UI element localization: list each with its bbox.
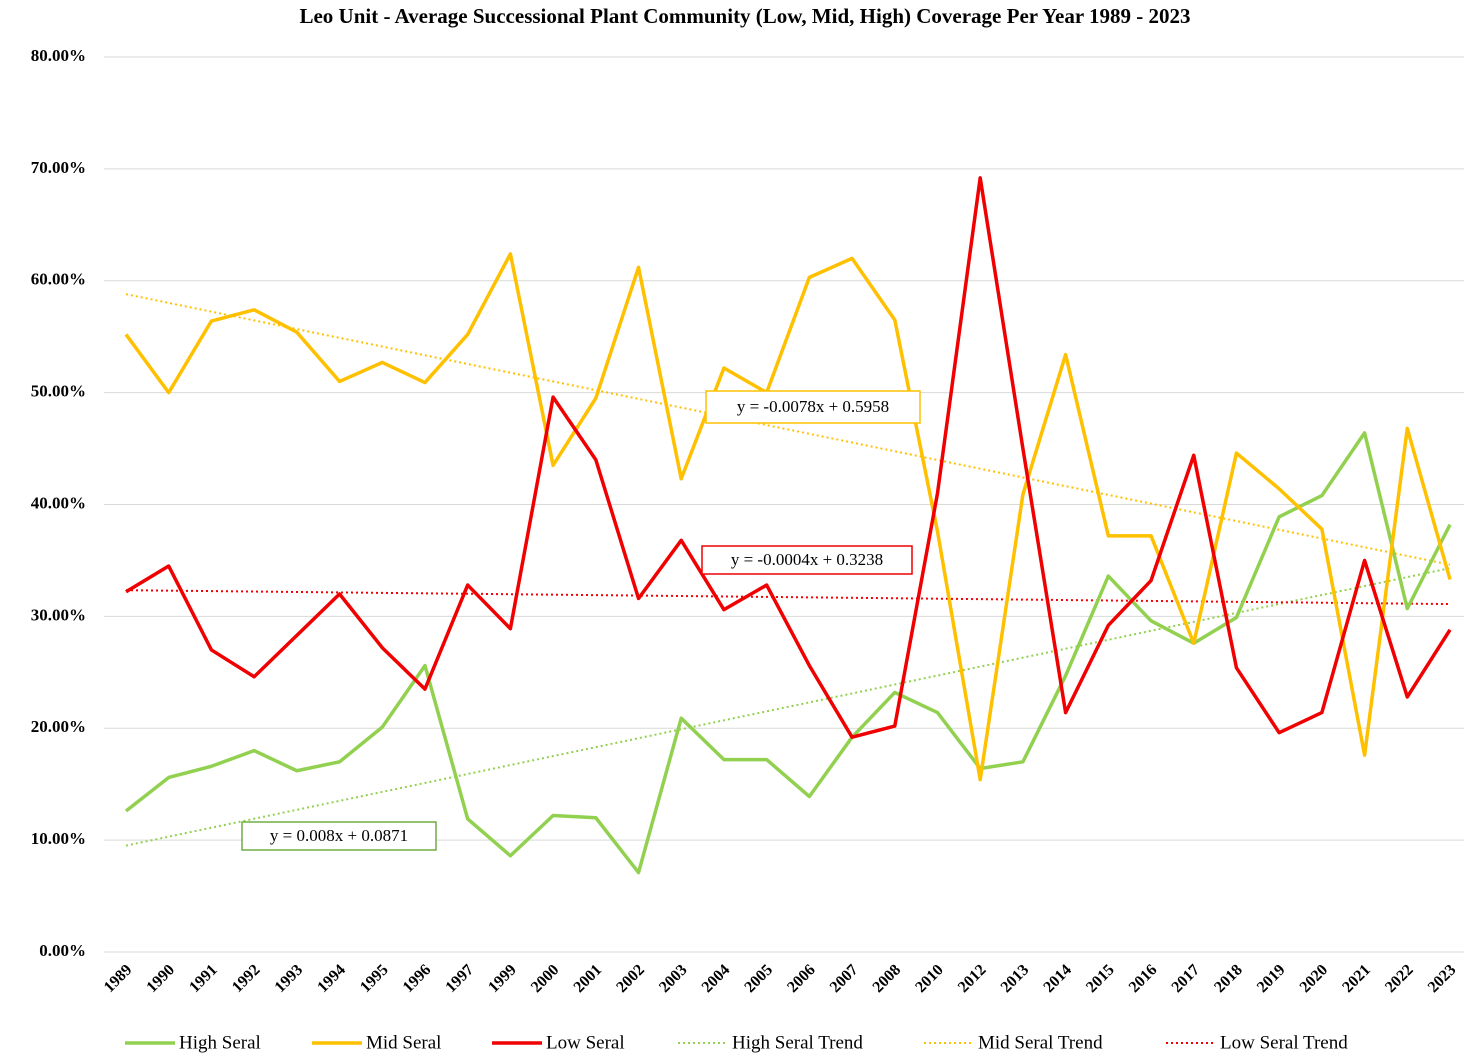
x-tick-label: 2012 [955,961,990,996]
annotation: y = -0.0004x + 0.3238 [731,550,883,569]
x-tick-label: 2001 [571,961,606,996]
y-tick-label: 50.00% [31,382,86,401]
y-tick-label: 30.00% [31,605,86,624]
x-tick-label: 2022 [1382,961,1417,996]
series-line [125,567,1451,847]
x-tick-label: 2021 [1339,961,1374,996]
x-tick-label: 2008 [870,961,905,996]
x-tick-label: 1993 [272,961,307,996]
annotation-box [705,390,921,424]
series-line [125,293,1451,566]
x-tick-label: 2019 [1254,961,1289,996]
x-tick-label: 1995 [357,961,392,996]
x-tick-label: 2016 [1126,961,1161,996]
legend-label: Mid Seral Trend [978,1032,1103,1053]
chart-title: Leo Unit - Average Successional Plant Co… [299,4,1190,28]
y-tick-label: 60.00% [31,270,86,289]
legend-label: Mid Seral [366,1032,441,1053]
legend-label: Low Seral Trend [1220,1032,1348,1053]
x-tick-label: 2005 [741,961,776,996]
annotation-box [241,821,437,851]
series-line [124,431,1452,875]
legend-label: High Seral [179,1032,261,1053]
x-tick-label: 2007 [827,961,862,996]
x-tick-label: 2006 [784,961,819,996]
y-tick-label: 0.00% [39,941,86,960]
x-tick-label: 1997 [442,961,477,996]
x-tick-label: 2020 [1297,961,1332,996]
y-tick-label: 40.00% [31,493,86,512]
x-tick-label: 2002 [613,961,648,996]
x-tick-label: 2023 [1425,961,1460,996]
x-tick-label: 2013 [998,961,1033,996]
y-tick-label: 20.00% [31,717,86,736]
x-tick-label: 2014 [1040,961,1075,996]
annotation: y = -0.0078x + 0.5958 [737,397,889,416]
x-tick-label: 2003 [656,961,691,996]
x-tick-label: 1991 [186,961,221,996]
x-tick-label: 2015 [1083,961,1118,996]
x-tick-label: 1990 [143,961,178,996]
annotation: y = 0.008x + 0.0871 [270,826,408,845]
y-tick-label: 80.00% [31,46,86,65]
x-tick-label: 1996 [400,961,435,996]
x-tick-label: 2018 [1211,961,1246,996]
x-tick-label: 2017 [1169,961,1204,996]
x-tick-label: 1992 [229,961,264,996]
x-tick-label: 2010 [912,961,947,996]
x-tick-label: 1999 [485,961,520,996]
y-tick-label: 10.00% [31,829,86,848]
x-tick-label: 2000 [528,961,563,996]
series-line [125,589,1451,606]
series-line [124,252,1452,782]
x-tick-label: 1994 [314,961,349,996]
annotation-box [701,545,913,575]
legend-label: High Seral Trend [732,1032,863,1053]
x-tick-label: 2004 [699,961,734,996]
y-tick-label: 70.00% [31,158,86,177]
x-tick-label: 1989 [101,961,136,996]
legend-label: Low Seral [546,1032,625,1053]
series-line [125,176,1452,739]
